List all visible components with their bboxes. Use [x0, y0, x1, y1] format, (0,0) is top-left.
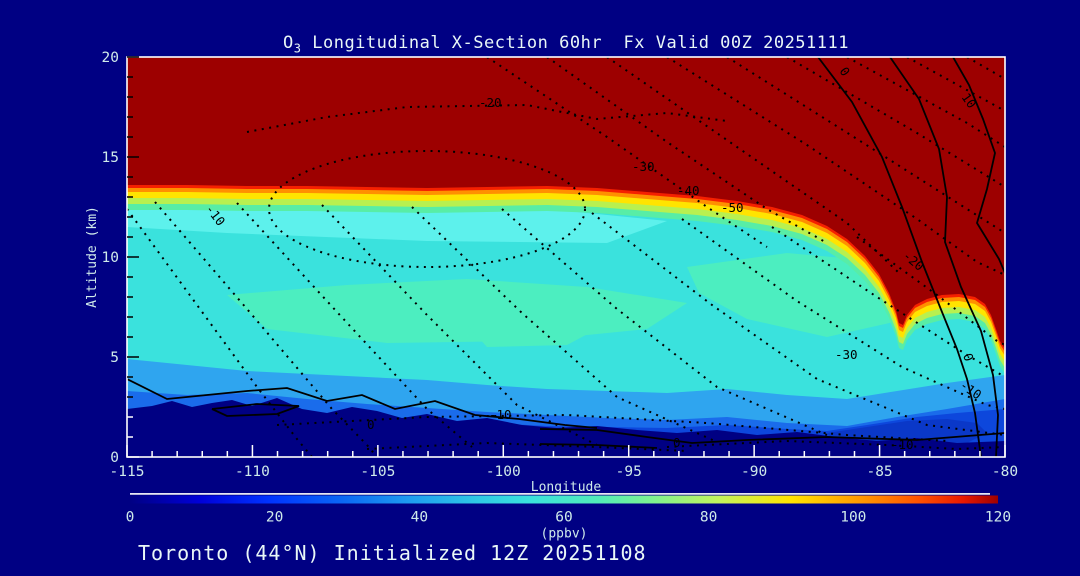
contour-lines [127, 57, 1005, 457]
title-species: O [283, 33, 294, 53]
chart-title: O3 Longitudinal X-Section 60hr Fx Valid … [127, 33, 1005, 55]
title-species-subscript: 3 [293, 41, 302, 56]
x-tick-label: -115 [110, 464, 145, 480]
svg-text:0: 0 [673, 435, 681, 450]
svg-text:-30: -30 [835, 347, 858, 362]
svg-text:-10: -10 [891, 437, 914, 452]
svg-text:0: 0 [367, 417, 375, 432]
colorbar-tick-label: 120 [985, 510, 1011, 526]
y-tick-label: 5 [110, 350, 119, 366]
colorbar-gradient [130, 495, 998, 504]
x-tick-label: -85 [866, 464, 892, 480]
y-tick-label: 10 [102, 250, 119, 266]
colorbar: 0 20 40 60 80 100 120 (ppbv) [126, 493, 1011, 542]
svg-text:0: 0 [960, 351, 977, 363]
y-tick-label: 0 [110, 450, 119, 466]
y-tick-label: 15 [102, 150, 119, 166]
colorbar-top-line [130, 493, 990, 495]
colorbar-tick-label: 80 [700, 510, 717, 526]
init-info-text: Toronto (44°N) Initialized 12Z 20251108 [138, 541, 647, 565]
x-axis: -115 -110 -105 -100 -95 -90 -85 -80 Longitude [110, 445, 1018, 495]
x-tick-label: -80 [992, 464, 1018, 480]
y-axis-title: Altitude (km) [85, 206, 100, 308]
x-tick-label: -110 [235, 464, 270, 480]
colorbar-units: (ppbv) [541, 527, 588, 542]
contour-fill-layers [127, 57, 1005, 457]
svg-text:-20: -20 [479, 95, 502, 110]
title-main: Longitudinal X-Section 60hr Fx Valid 00Z… [301, 33, 849, 53]
svg-text:-50: -50 [721, 200, 744, 215]
svg-text:-30: -30 [632, 159, 655, 174]
colorbar-tick-label: 60 [555, 510, 572, 526]
x-tick-label: -100 [486, 464, 521, 480]
colorbar-tick-label: 0 [126, 510, 135, 526]
x-tick-label: -90 [741, 464, 767, 480]
x-tick-label: -95 [616, 464, 642, 480]
svg-text:10: 10 [959, 90, 980, 111]
colorbar-tick-label: 20 [266, 510, 283, 526]
y-tick-label: 20 [102, 50, 119, 66]
x-tick-label: -105 [360, 464, 395, 480]
y-axis: 0 5 10 15 20 Altitude (km) [85, 50, 139, 466]
svg-text:-10: -10 [489, 407, 512, 422]
svg-text:-40: -40 [677, 183, 700, 198]
x-axis-title: Longitude [531, 480, 602, 495]
colorbar-tick-label: 40 [411, 510, 428, 526]
colorbar-tick-label: 100 [840, 510, 866, 526]
